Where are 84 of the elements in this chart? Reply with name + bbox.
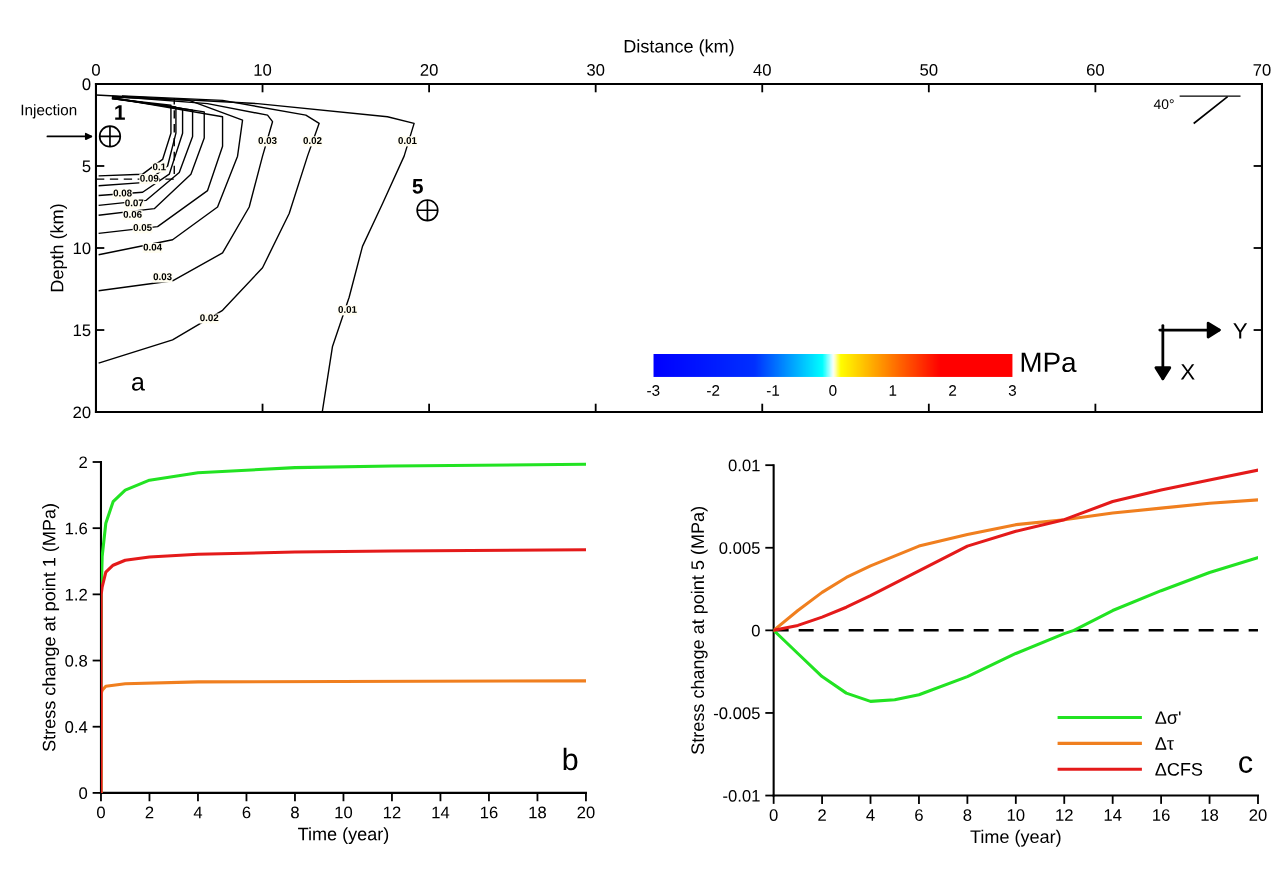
x-tick-label: 14 xyxy=(432,806,450,819)
y-tick-label: 0.8 xyxy=(65,654,88,667)
y-tick-label: 1.6 xyxy=(65,522,88,535)
y-tick-label: 1.2 xyxy=(65,588,87,601)
x-tick-label: 10 xyxy=(335,806,353,819)
annotation: 0.01 xyxy=(338,306,357,313)
x-tick-label: 10 xyxy=(254,64,272,76)
x-tick-label: 20 xyxy=(577,806,595,819)
y-axis-title: Stress change at point 1 (MPa) xyxy=(42,504,60,752)
x-tick-label: 0 xyxy=(96,806,105,819)
x-axis-title: Time (year) xyxy=(970,829,1061,847)
y-tick-label: -0.005 xyxy=(713,707,760,720)
x-tick-label: 16 xyxy=(480,806,498,819)
x-tick-label: 18 xyxy=(1201,809,1219,821)
annotation: 0.04 xyxy=(143,243,163,251)
annotation: 0.1 xyxy=(152,163,166,171)
annotation: 0.02 xyxy=(200,314,219,322)
x-tick-label: 18 xyxy=(529,806,546,819)
y-tick-label: 0 xyxy=(82,78,91,91)
annotation: Y xyxy=(1233,323,1248,339)
x-tick-label: 2 xyxy=(818,809,826,821)
x-tick-label: 20 xyxy=(1249,809,1267,821)
x-tick-label: 12 xyxy=(1056,809,1073,821)
annotation: 0 xyxy=(829,385,837,396)
y-axis-title: Stress change at point 5 (MPa) xyxy=(690,507,708,754)
annotation: 0.08 xyxy=(113,189,132,197)
x-tick-label: 40 xyxy=(753,64,771,76)
annotation: -2 xyxy=(707,385,720,396)
annotation: 40° xyxy=(1153,99,1174,110)
x-tick-label: 60 xyxy=(1086,64,1105,76)
x-tick-label: 6 xyxy=(915,809,923,821)
y-tick-label: -0.01 xyxy=(723,789,760,802)
x-tick-label: 6 xyxy=(242,806,251,819)
annotation: 0.05 xyxy=(133,224,152,231)
y-axis-title: Depth (km) xyxy=(50,204,68,292)
x-tick-label: 4 xyxy=(193,806,203,819)
x-tick-label: 2 xyxy=(145,806,154,819)
x-tick-label: 0 xyxy=(91,64,100,76)
y-tick-label: 20 xyxy=(73,406,91,419)
annotation: 3 xyxy=(1008,385,1017,396)
x-axis-title: Time (year) xyxy=(298,827,389,845)
x-tick-label: 12 xyxy=(383,806,401,819)
annotation: 1 xyxy=(115,105,125,120)
x-tick-label: 10 xyxy=(1007,809,1025,821)
annotation: Injection xyxy=(21,104,77,119)
x-tick-label: 8 xyxy=(963,809,972,821)
annotation: -3 xyxy=(647,385,660,396)
annotation: 0.03 xyxy=(258,137,277,144)
y-tick-label: 0.005 xyxy=(719,542,760,554)
x-tick-label: 30 xyxy=(587,64,605,76)
y-tick-label: 15 xyxy=(73,324,91,337)
y-tick-label: 2 xyxy=(79,456,87,469)
x-tick-label: 0 xyxy=(769,809,778,821)
annotation: 0.03 xyxy=(153,273,172,281)
legend-label: Δσ' xyxy=(1155,711,1181,725)
annotation: 0.09 xyxy=(140,174,159,182)
legend-label: Δτ xyxy=(1155,737,1174,750)
annotation: X xyxy=(1180,364,1195,380)
y-tick-label: 0.01 xyxy=(728,459,760,472)
x-tick-label: 14 xyxy=(1104,809,1122,821)
annotation: 0.01 xyxy=(398,137,417,144)
x-tick-label: 70 xyxy=(1253,64,1271,76)
annotation: MPa xyxy=(1021,352,1077,373)
x-axis-title: Distance (km) xyxy=(624,39,734,57)
y-tick-label: 0.4 xyxy=(65,721,88,733)
annotation: 2 xyxy=(949,385,957,396)
legend-label: ΔCFS xyxy=(1155,762,1203,776)
annotation: a xyxy=(132,377,145,391)
y-tick-label: 0 xyxy=(751,624,760,637)
annotation: c xyxy=(1239,756,1253,773)
y-tick-label: 5 xyxy=(82,160,91,173)
x-tick-label: 20 xyxy=(420,64,438,76)
annotation: 0.06 xyxy=(123,210,142,218)
annotation: 0.02 xyxy=(303,137,322,144)
x-tick-label: 8 xyxy=(291,806,299,819)
annotation: 1 xyxy=(889,385,897,396)
annotation: 5 xyxy=(412,179,423,194)
y-tick-label: 0 xyxy=(79,787,88,800)
x-tick-label: 16 xyxy=(1153,809,1170,821)
x-tick-label: 50 xyxy=(920,64,938,76)
y-tick-label: 10 xyxy=(73,242,91,255)
x-tick-label: 4 xyxy=(866,809,875,821)
annotation: -1 xyxy=(766,385,780,396)
annotation: 0.07 xyxy=(125,199,144,207)
